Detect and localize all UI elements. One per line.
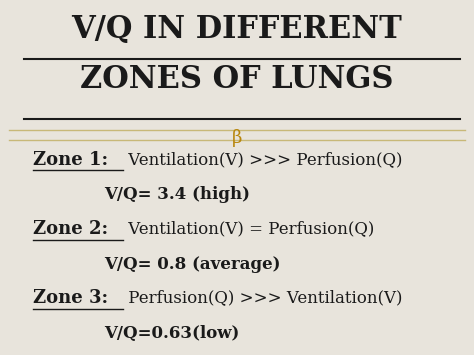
- Text: V/Q IN DIFFERENT: V/Q IN DIFFERENT: [72, 14, 402, 45]
- Text: Zone 1:: Zone 1:: [33, 151, 108, 169]
- Text: ZONES OF LUNGS: ZONES OF LUNGS: [80, 64, 394, 95]
- Text: β: β: [232, 129, 242, 147]
- Text: Ventilation(V) = Perfusion(Q): Ventilation(V) = Perfusion(Q): [123, 220, 374, 237]
- Text: V/Q= 3.4 (high): V/Q= 3.4 (high): [104, 186, 250, 203]
- Text: Ventilation(V) >>> Perfusion(Q): Ventilation(V) >>> Perfusion(Q): [123, 151, 403, 168]
- Text: Zone 3:: Zone 3:: [33, 289, 108, 307]
- Text: Zone 2:: Zone 2:: [33, 220, 108, 238]
- Text: Perfusion(Q) >>> Ventilation(V): Perfusion(Q) >>> Ventilation(V): [123, 289, 403, 306]
- Text: V/Q=0.63(low): V/Q=0.63(low): [104, 325, 240, 342]
- Text: V/Q= 0.8 (average): V/Q= 0.8 (average): [104, 256, 281, 273]
